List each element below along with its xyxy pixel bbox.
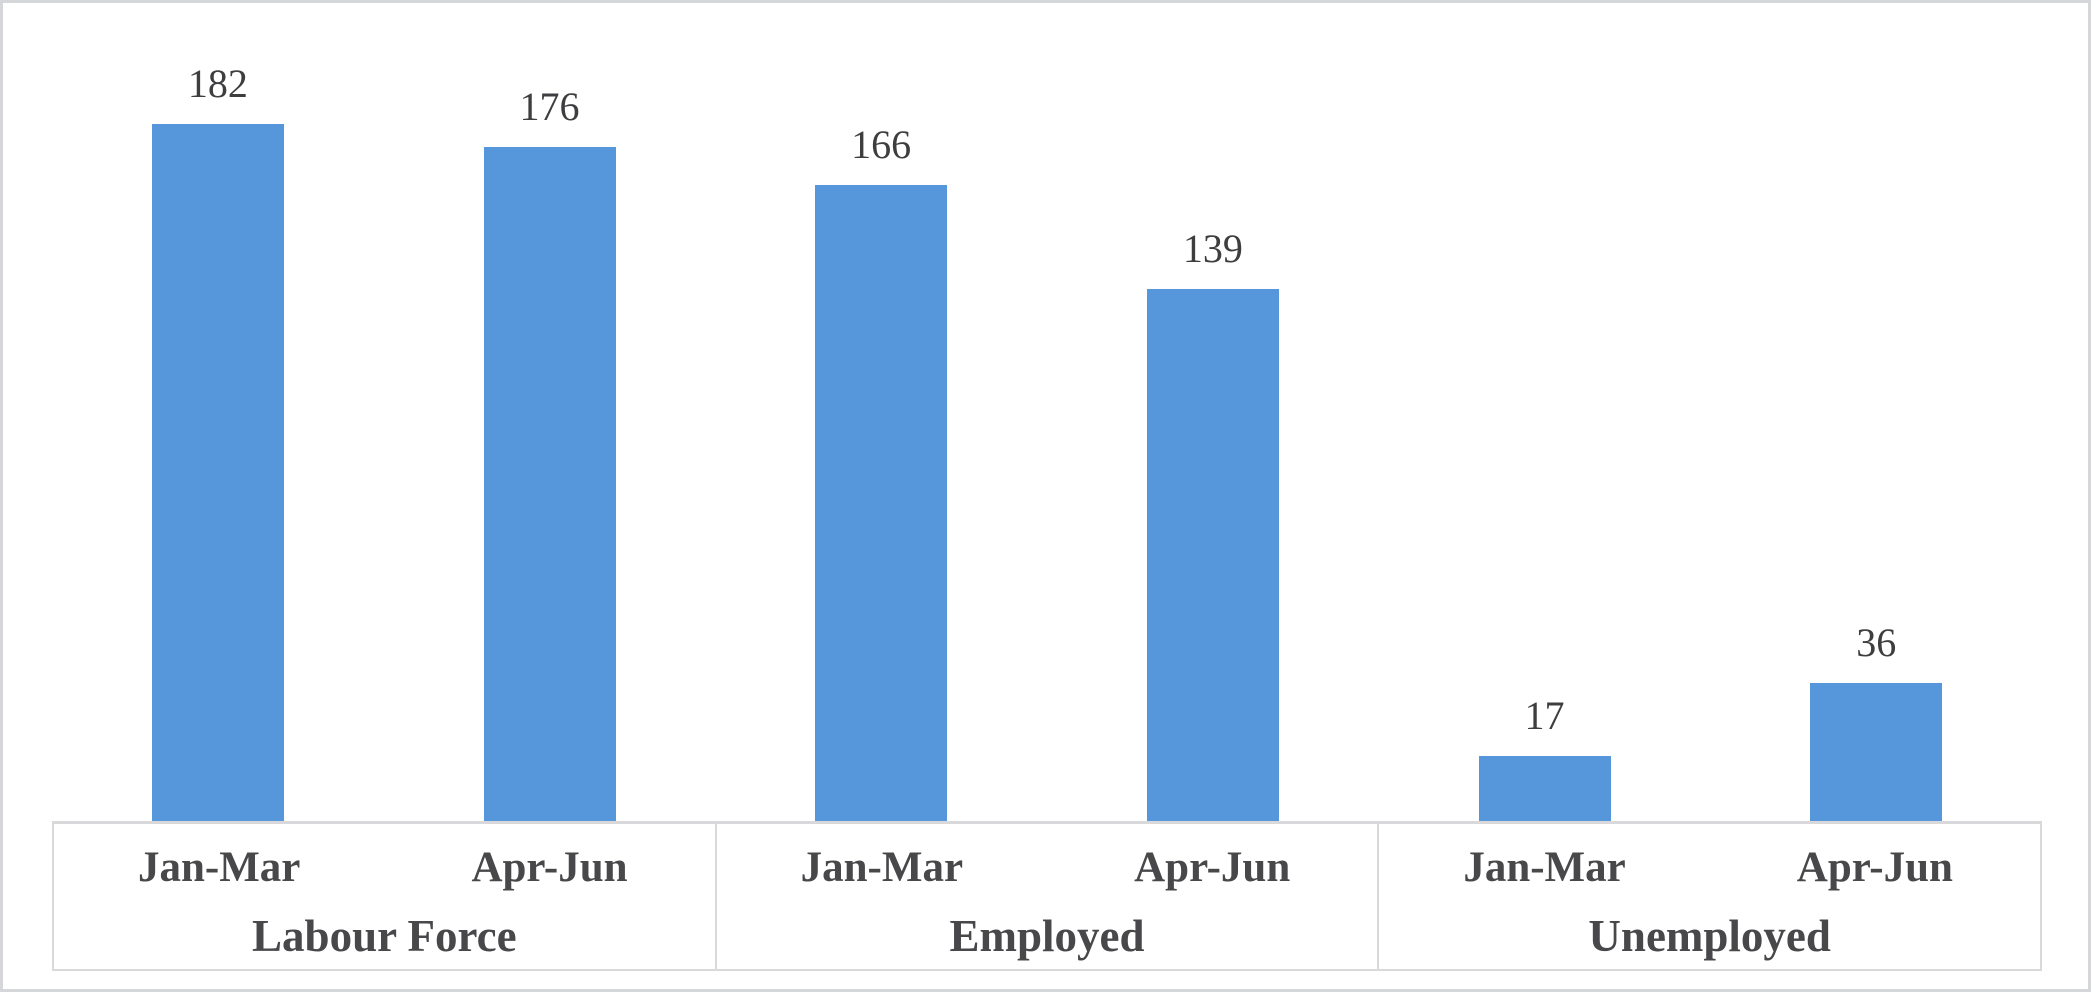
group-label: Employed — [949, 911, 1145, 961]
category-row: Jan-Mar Apr-Jun — [1379, 824, 2040, 910]
category-label: Apr-Jun — [1796, 843, 1953, 891]
bar-slot: 17 — [1379, 55, 1711, 821]
bar-value-label: 36 — [1856, 620, 1897, 665]
axis-group-unemployed: Jan-Mar Apr-Jun Unemployed — [1377, 824, 2040, 969]
bar-unemployed-apr-jun — [1810, 683, 1943, 821]
bar-labour-force-jan-mar — [151, 124, 284, 821]
category-label: Apr-Jun — [471, 843, 628, 891]
category-label: Apr-Jun — [1134, 843, 1291, 891]
bar-employed-jan-mar — [815, 185, 948, 821]
category-row: Jan-Mar Apr-Jun — [717, 824, 1378, 910]
category-label: Jan-Mar — [1463, 843, 1626, 891]
bar-value-label: 139 — [1182, 226, 1243, 271]
bar-slot: 139 — [1047, 55, 1379, 821]
bar-slot: 176 — [384, 55, 716, 821]
bar-labour-force-apr-jun — [483, 147, 616, 821]
bar-unemployed-jan-mar — [1478, 756, 1611, 821]
category-label: Jan-Mar — [137, 843, 301, 891]
plot-area: 182 176 166 139 17 36 — [52, 55, 2042, 821]
bar-value-label: 182 — [187, 61, 248, 106]
bar-slot: 166 — [715, 55, 1047, 821]
category-label: Jan-Mar — [800, 843, 964, 891]
bar-slot: 36 — [1710, 55, 2042, 821]
axis-group-labour-force: Jan-Mar Apr-Jun Labour Force — [54, 824, 715, 969]
bar-value-label: 166 — [851, 122, 912, 167]
category-row: Jan-Mar Apr-Jun — [54, 824, 715, 910]
bar-value-label: 17 — [1524, 693, 1565, 738]
category-axis: Jan-Mar Apr-Jun Labour Force Jan-Mar Apr… — [52, 821, 2042, 971]
axis-group-employed: Jan-Mar Apr-Jun Employed — [714, 824, 1378, 969]
group-label: Labour Force — [252, 911, 517, 961]
bar-slot: 182 — [52, 55, 384, 821]
bar-employed-apr-jun — [1146, 289, 1279, 821]
bar-value-label: 176 — [519, 84, 580, 129]
group-label: Unemployed — [1588, 911, 1831, 961]
